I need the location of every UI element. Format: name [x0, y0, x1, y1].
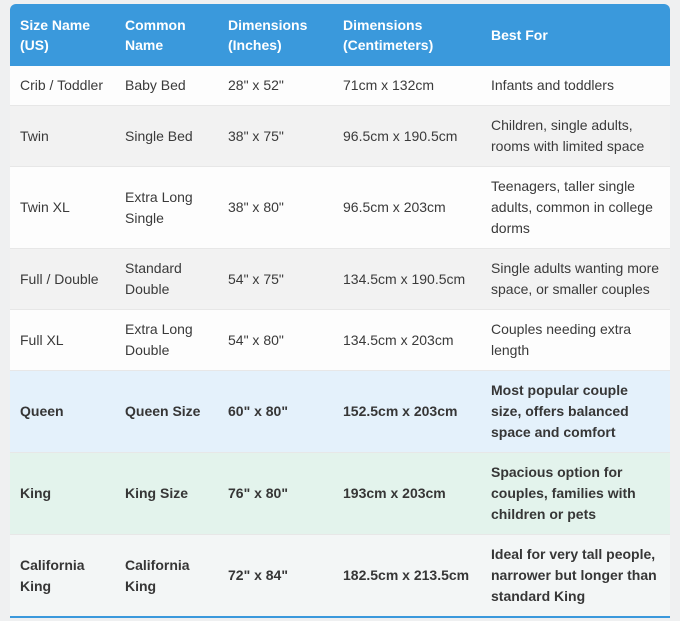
cell-best-for: Teenagers, taller single adults, common …	[481, 166, 670, 248]
cell-best-for: Couples needing extra length	[481, 309, 670, 370]
cell-common-name: Queen Size	[115, 370, 218, 452]
cell-best-for: Children, single adults, rooms with limi…	[481, 105, 670, 166]
cell-dimensions-centimeters: 134.5cm x 203cm	[333, 309, 481, 370]
cell-dimensions-centimeters: 193cm x 203cm	[333, 452, 481, 534]
cell-dimensions-inches: 28" x 52"	[228, 77, 284, 93]
cell-size-name: Full XL	[10, 309, 115, 370]
cell-size-name: Crib / Toddler	[20, 77, 104, 93]
cell-dimensions-centimeters: 182.5cm x 213.5cm	[333, 534, 481, 616]
cell-common-name: California King	[115, 534, 218, 616]
cell-best-for: Spacious option for couples, families wi…	[481, 452, 670, 534]
table-row: Twin Single Bed 38" x 75" 96.5cm x 190.5cm C…	[10, 105, 670, 166]
cell-best-for: Single adults wanting more space, or sma…	[481, 248, 670, 309]
cell-common-name: Baby Bed	[125, 77, 186, 93]
column-header-common-name: Common Name	[115, 4, 218, 66]
bed-size-table: Size Name (US) Common Name Dimensions (I…	[10, 4, 670, 618]
column-header-size-name: Size Name (US)	[10, 4, 115, 66]
cell-size-name: Twin XL	[10, 166, 115, 248]
cell-dimensions-centimeters: 96.5cm x 190.5cm	[333, 105, 481, 166]
cell-dimensions-inches: 60" x 80"	[218, 370, 333, 452]
cell-dimensions-inches: 72" x 84"	[218, 534, 333, 616]
table-row: Full / Double Standard Double 54" x 75" 134…	[10, 248, 670, 309]
table-row: Twin XL Extra Long Single 38" x 80" 96.5cm …	[10, 166, 670, 248]
cell-common-name: Extra Long Double	[115, 309, 218, 370]
cell-dimensions-centimeters: 96.5cm x 203cm	[333, 166, 481, 248]
table-row: California King California King 72" x 84" 1…	[10, 534, 670, 616]
table-row: Full XL Extra Long Double 54" x 80" 134.5cm…	[10, 309, 670, 370]
cell-best-for: Most popular couple size, offers balance…	[481, 370, 670, 452]
cell-size-name: Queen	[10, 370, 115, 452]
cell-dimensions-centimeters: 152.5cm x 203cm	[333, 370, 481, 452]
table-row: Queen Queen Size 60" x 80" 152.5cm x 203cm M…	[10, 370, 670, 452]
cell-dimensions-centimeters: 134.5cm x 190.5cm	[333, 248, 481, 309]
bed-size-table-container: Size Name (US) Common Name Dimensions (I…	[10, 4, 670, 618]
table-body: Crib / Toddler Baby Bed 28" x 52" 71cm x 13…	[10, 66, 670, 616]
column-header-dimensions-inches: Dimensions (Inches)	[218, 4, 333, 66]
column-header-best-for: Best For	[481, 4, 670, 66]
header-row: Size Name (US) Common Name Dimensions (I…	[10, 4, 670, 66]
cell-common-name: King Size	[115, 452, 218, 534]
cell-common-name: Extra Long Single	[115, 166, 218, 248]
cell-dimensions-inches: 38" x 75"	[218, 105, 333, 166]
cell-dimensions-centimeters: 71cm x 132cm	[343, 77, 435, 93]
cell-dimensions-inches: 38" x 80"	[218, 166, 333, 248]
cell-common-name: Single Bed	[115, 105, 218, 166]
cell-size-name: Twin	[10, 105, 115, 166]
table-header: Size Name (US) Common Name Dimensions (I…	[10, 4, 670, 66]
cell-dimensions-inches: 54" x 80"	[218, 309, 333, 370]
cell-size-name: Full / Double	[10, 248, 115, 309]
cell-dimensions-inches: 54" x 75"	[218, 248, 333, 309]
cell-best-for: Ideal for very tall people, narrower but…	[481, 534, 670, 616]
cell-best-for: Infants and toddlers	[491, 77, 614, 93]
table-row: Crib / Toddler Baby Bed 28" x 52" 71cm x 13…	[10, 66, 670, 105]
table-row: King King Size 76" x 80" 193cm x 203cm Spaci…	[10, 452, 670, 534]
column-header-dimensions-centimeters: Dimensions (Centimeters)	[333, 4, 481, 66]
cell-common-name: Standard Double	[115, 248, 218, 309]
cell-size-name: California King	[10, 534, 115, 616]
cell-dimensions-inches: 76" x 80"	[218, 452, 333, 534]
cell-size-name: King	[10, 452, 115, 534]
